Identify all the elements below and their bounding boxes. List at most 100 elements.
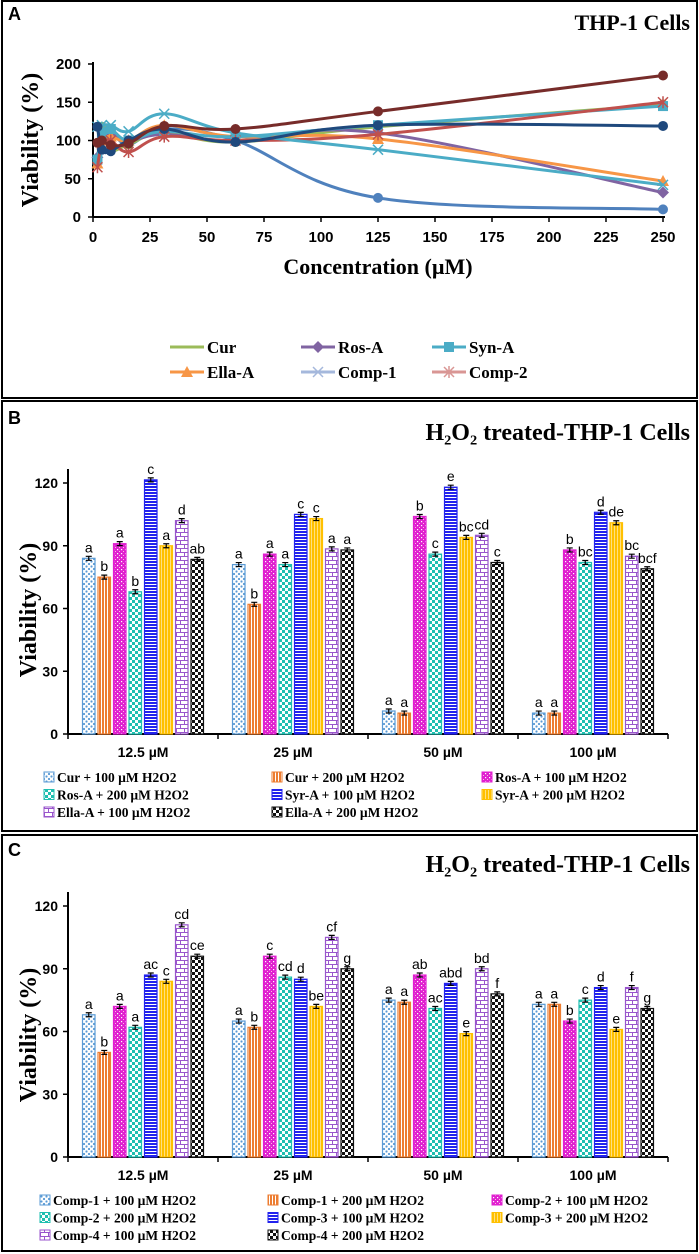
legend-swatch — [481, 789, 493, 800]
significance-letter: cd — [474, 516, 489, 532]
x-tick-label: 0 — [89, 229, 97, 246]
significance-letter: a — [116, 525, 124, 541]
significance-letter: ac — [428, 989, 443, 1005]
x-tick-label: 75 — [256, 229, 273, 246]
error-bar — [597, 509, 604, 515]
error-bar — [478, 532, 485, 538]
legend-label: Cur + 200 µM H2O2 — [285, 770, 405, 785]
panel-b-frame — [1, 400, 698, 832]
asterisk-marker-icon — [443, 366, 455, 378]
legend-label: Syr-A + 100 µM H2O2 — [285, 788, 415, 803]
error-bar — [463, 534, 470, 540]
bar — [231, 1020, 246, 1158]
x-tick-label: 125 — [365, 229, 390, 246]
bar — [231, 563, 246, 735]
legend-item: Comp-2 + 200 µM H2O2 — [39, 1211, 196, 1226]
panel-a-label: A — [8, 4, 21, 24]
significance-letter: c — [163, 962, 170, 978]
error-bar — [101, 574, 108, 580]
significance-letter: b — [100, 1033, 108, 1049]
significance-letter: a — [535, 985, 543, 1001]
x-category-label: 100 µM — [570, 1167, 617, 1183]
significance-letter: cd — [278, 958, 293, 974]
data-point — [96, 135, 107, 146]
data-point — [658, 120, 668, 131]
data-point — [658, 204, 668, 215]
significance-letter: b — [566, 531, 574, 547]
bar — [624, 555, 639, 735]
error-bar — [628, 553, 635, 559]
x-tick-label: 200 — [536, 229, 561, 246]
legend-label: Comp-1 — [338, 363, 397, 382]
legend-label: Ella-A + 100 µM H2O2 — [57, 805, 190, 820]
significance-letter: a — [281, 546, 289, 562]
significance-letter: a — [550, 694, 558, 710]
legend-item: Comp-2 — [432, 363, 528, 382]
bar — [128, 591, 143, 735]
y-tick-label: 50 — [64, 171, 81, 188]
error-bar — [628, 984, 635, 991]
legend-item: Comp-3 + 100 µM H2O2 — [267, 1211, 424, 1226]
x-marker-icon — [312, 366, 324, 378]
legend-item: Ros-A + 200 µM H2O2 — [43, 788, 189, 803]
error-bar — [266, 953, 273, 959]
data-point — [91, 161, 103, 174]
significance-letter: abd — [439, 964, 462, 980]
error-bar — [85, 555, 92, 561]
significance-letter: c — [313, 500, 320, 516]
legend-item: Syr-A + 200 µM H2O2 — [481, 788, 625, 803]
bar — [443, 486, 458, 735]
significance-letter: a — [343, 531, 351, 547]
legend-label: Comp-2 + 200 µM H2O2 — [53, 1211, 196, 1226]
bar — [262, 955, 277, 1158]
error-bar — [613, 520, 620, 526]
bar — [547, 1003, 562, 1158]
significance-letter: c — [582, 981, 589, 997]
panel-a-x-axis-label: Concentration (µM) — [283, 254, 472, 279]
legend-label: Syn-A — [469, 338, 515, 357]
x-tick-label: 175 — [479, 229, 504, 246]
y-tick-label: 120 — [35, 898, 59, 914]
legend-item: Comp-2 + 100 µM H2O2 — [491, 1193, 648, 1208]
significance-letter: a — [116, 987, 124, 1003]
panel-c-y-axis-label: Viability (%) — [16, 968, 42, 1102]
data-point — [657, 186, 669, 199]
significance-letter: bcf — [638, 550, 657, 566]
bar — [309, 1005, 324, 1158]
legend-label: Comp-4 + 200 µM H2O2 — [281, 1228, 424, 1243]
error-bar — [328, 934, 335, 940]
diamond-marker-icon — [312, 341, 324, 353]
error-bar — [101, 1049, 108, 1056]
bar — [112, 1005, 127, 1158]
x-tick-label: 150 — [422, 229, 447, 246]
legend-item: Ella-A — [170, 363, 255, 382]
error-bar — [551, 710, 558, 716]
bar — [609, 1028, 624, 1158]
x-tick-label: 100 — [308, 229, 333, 246]
legend-swatch — [39, 1212, 51, 1223]
y-tick-label: 0 — [50, 726, 58, 742]
error-bar — [344, 547, 351, 553]
legend-swatch — [43, 771, 55, 783]
bar — [412, 974, 427, 1158]
significance-letter: de — [608, 504, 624, 520]
panel-b-label: B — [8, 408, 21, 428]
legend-label: Comp-4 + 100 µM H2O2 — [53, 1228, 196, 1243]
error-bar — [582, 559, 589, 566]
data-point — [158, 108, 170, 120]
significance-letter: e — [447, 468, 455, 484]
error-bar — [132, 1024, 139, 1030]
bar — [340, 968, 355, 1158]
bar — [174, 924, 189, 1158]
error-bar — [401, 710, 408, 716]
significance-letter: a — [131, 1008, 139, 1024]
legend-item: Cur + 200 µM H2O2 — [271, 770, 405, 785]
significance-letter: a — [400, 983, 408, 999]
error-bar — [385, 997, 392, 1003]
legend-swatch — [267, 1229, 279, 1241]
y-tick-label: 60 — [42, 601, 58, 617]
error-bar — [178, 518, 185, 524]
error-bar — [401, 999, 408, 1005]
significance-letter: b — [250, 1008, 258, 1024]
